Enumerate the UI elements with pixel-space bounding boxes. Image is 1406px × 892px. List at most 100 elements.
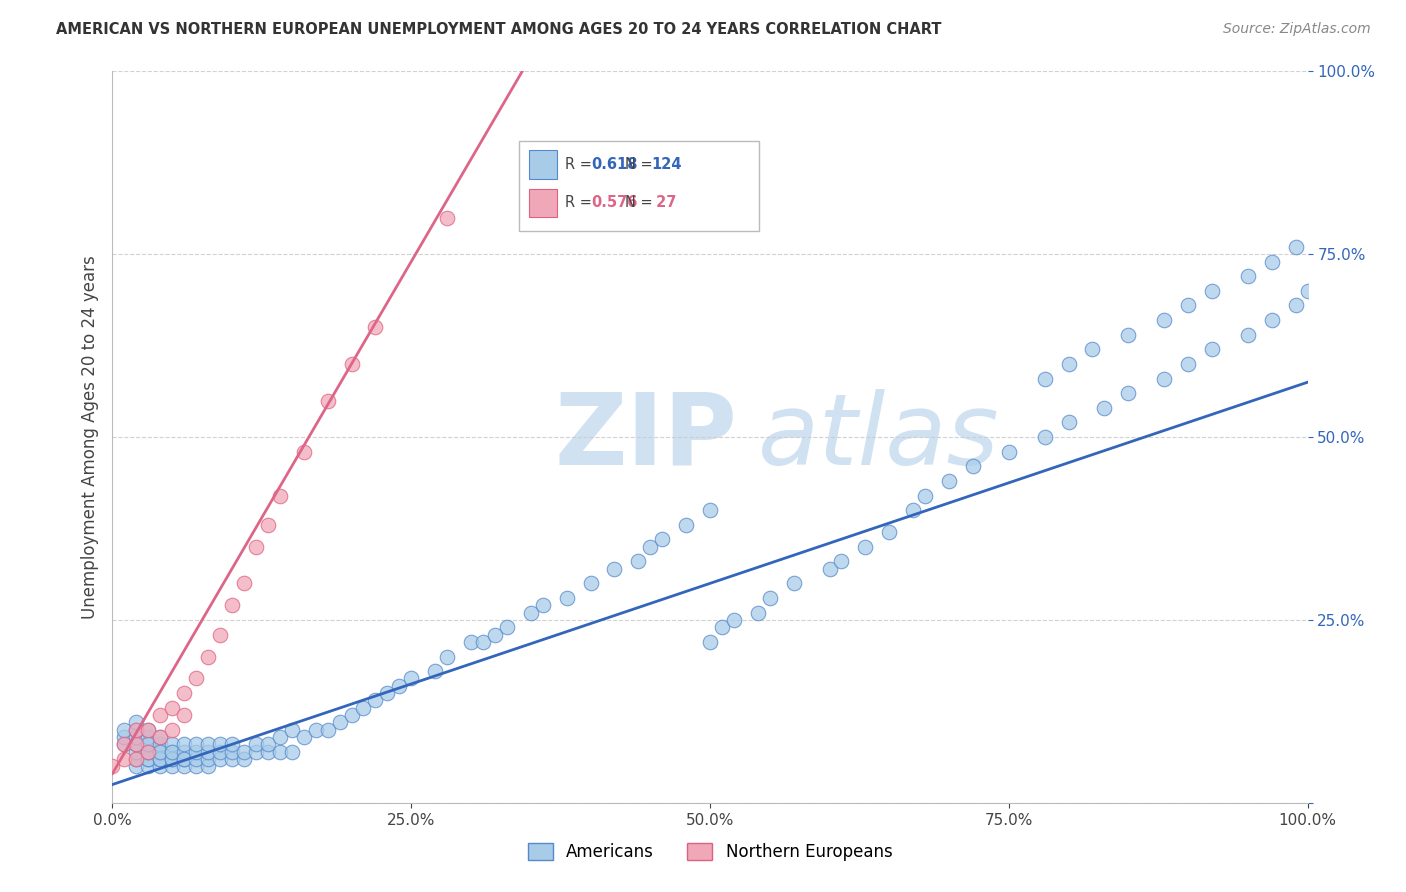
Point — [1237, 327, 1260, 342]
Point — [316, 723, 339, 737]
Point — [1094, 401, 1116, 415]
Point — [281, 723, 304, 737]
Point — [197, 649, 219, 664]
Point — [1153, 371, 1175, 385]
Point — [1033, 371, 1056, 385]
Point — [747, 606, 769, 620]
Point — [292, 730, 315, 744]
Point — [162, 759, 183, 773]
Point — [831, 554, 853, 568]
Point — [855, 540, 877, 554]
Point — [149, 745, 172, 759]
Point — [149, 730, 172, 744]
Point — [1237, 269, 1260, 284]
Point — [269, 730, 291, 744]
Text: 124: 124 — [651, 157, 682, 172]
Point — [531, 599, 554, 613]
Point — [197, 737, 219, 751]
Point — [149, 745, 172, 759]
Point — [627, 554, 650, 568]
Point — [101, 759, 124, 773]
Text: ZIP: ZIP — [554, 389, 738, 485]
Point — [1153, 313, 1175, 327]
Point — [436, 649, 458, 664]
Point — [149, 752, 172, 766]
Point — [138, 759, 160, 773]
Point — [138, 723, 160, 737]
Point — [138, 723, 160, 737]
Point — [257, 737, 280, 751]
Point — [245, 540, 267, 554]
Point — [125, 752, 148, 766]
Point — [460, 635, 482, 649]
Point — [1177, 298, 1199, 312]
Point — [1201, 284, 1223, 298]
Point — [472, 635, 495, 649]
Point — [197, 745, 219, 759]
Point — [759, 591, 782, 605]
Text: atlas: atlas — [758, 389, 1000, 485]
Point — [138, 737, 160, 751]
Point — [162, 700, 183, 714]
Point — [149, 752, 172, 766]
Point — [173, 759, 195, 773]
Point — [197, 752, 219, 766]
Point — [1118, 386, 1140, 401]
Point — [138, 752, 160, 766]
Point — [579, 576, 602, 591]
Text: R =: R = — [565, 195, 596, 211]
Point — [138, 745, 160, 759]
Point — [233, 752, 256, 766]
Point — [699, 503, 721, 517]
Point — [269, 745, 291, 759]
Point — [162, 745, 183, 759]
Point — [640, 540, 662, 554]
Text: N =: N = — [624, 157, 657, 172]
Point — [257, 517, 280, 532]
Point — [221, 745, 243, 759]
Point — [149, 730, 172, 744]
Point — [114, 752, 135, 766]
Point — [292, 444, 315, 458]
Point — [186, 745, 208, 759]
Point — [173, 737, 195, 751]
Point — [186, 752, 208, 766]
Point — [138, 752, 160, 766]
Point — [173, 708, 195, 723]
Point — [233, 745, 256, 759]
Point — [484, 627, 506, 641]
Point — [364, 320, 387, 334]
Point — [209, 627, 232, 641]
Point — [125, 752, 148, 766]
Point — [125, 759, 148, 773]
Point — [401, 672, 423, 686]
Point — [305, 723, 328, 737]
Point — [436, 211, 458, 225]
Point — [316, 393, 339, 408]
Point — [711, 620, 734, 634]
Text: AMERICAN VS NORTHERN EUROPEAN UNEMPLOYMENT AMONG AGES 20 TO 24 YEARS CORRELATION: AMERICAN VS NORTHERN EUROPEAN UNEMPLOYME… — [56, 22, 942, 37]
Point — [1285, 298, 1308, 312]
Point — [377, 686, 399, 700]
Point — [221, 752, 243, 766]
Bar — [519, 142, 759, 231]
Point — [114, 723, 135, 737]
Point — [138, 730, 160, 744]
Point — [173, 752, 195, 766]
Point — [520, 606, 543, 620]
Point — [138, 745, 160, 759]
Point — [125, 715, 148, 730]
Y-axis label: Unemployment Among Ages 20 to 24 years: Unemployment Among Ages 20 to 24 years — [80, 255, 98, 619]
Point — [1261, 254, 1284, 268]
Point — [114, 730, 135, 744]
Point — [496, 620, 519, 634]
Point — [879, 525, 901, 540]
Point — [1118, 327, 1140, 342]
Point — [125, 737, 148, 751]
Point — [186, 737, 208, 751]
Point — [209, 737, 232, 751]
Point — [1081, 343, 1104, 357]
Point — [1296, 284, 1319, 298]
Point — [209, 745, 232, 759]
Point — [782, 576, 804, 591]
